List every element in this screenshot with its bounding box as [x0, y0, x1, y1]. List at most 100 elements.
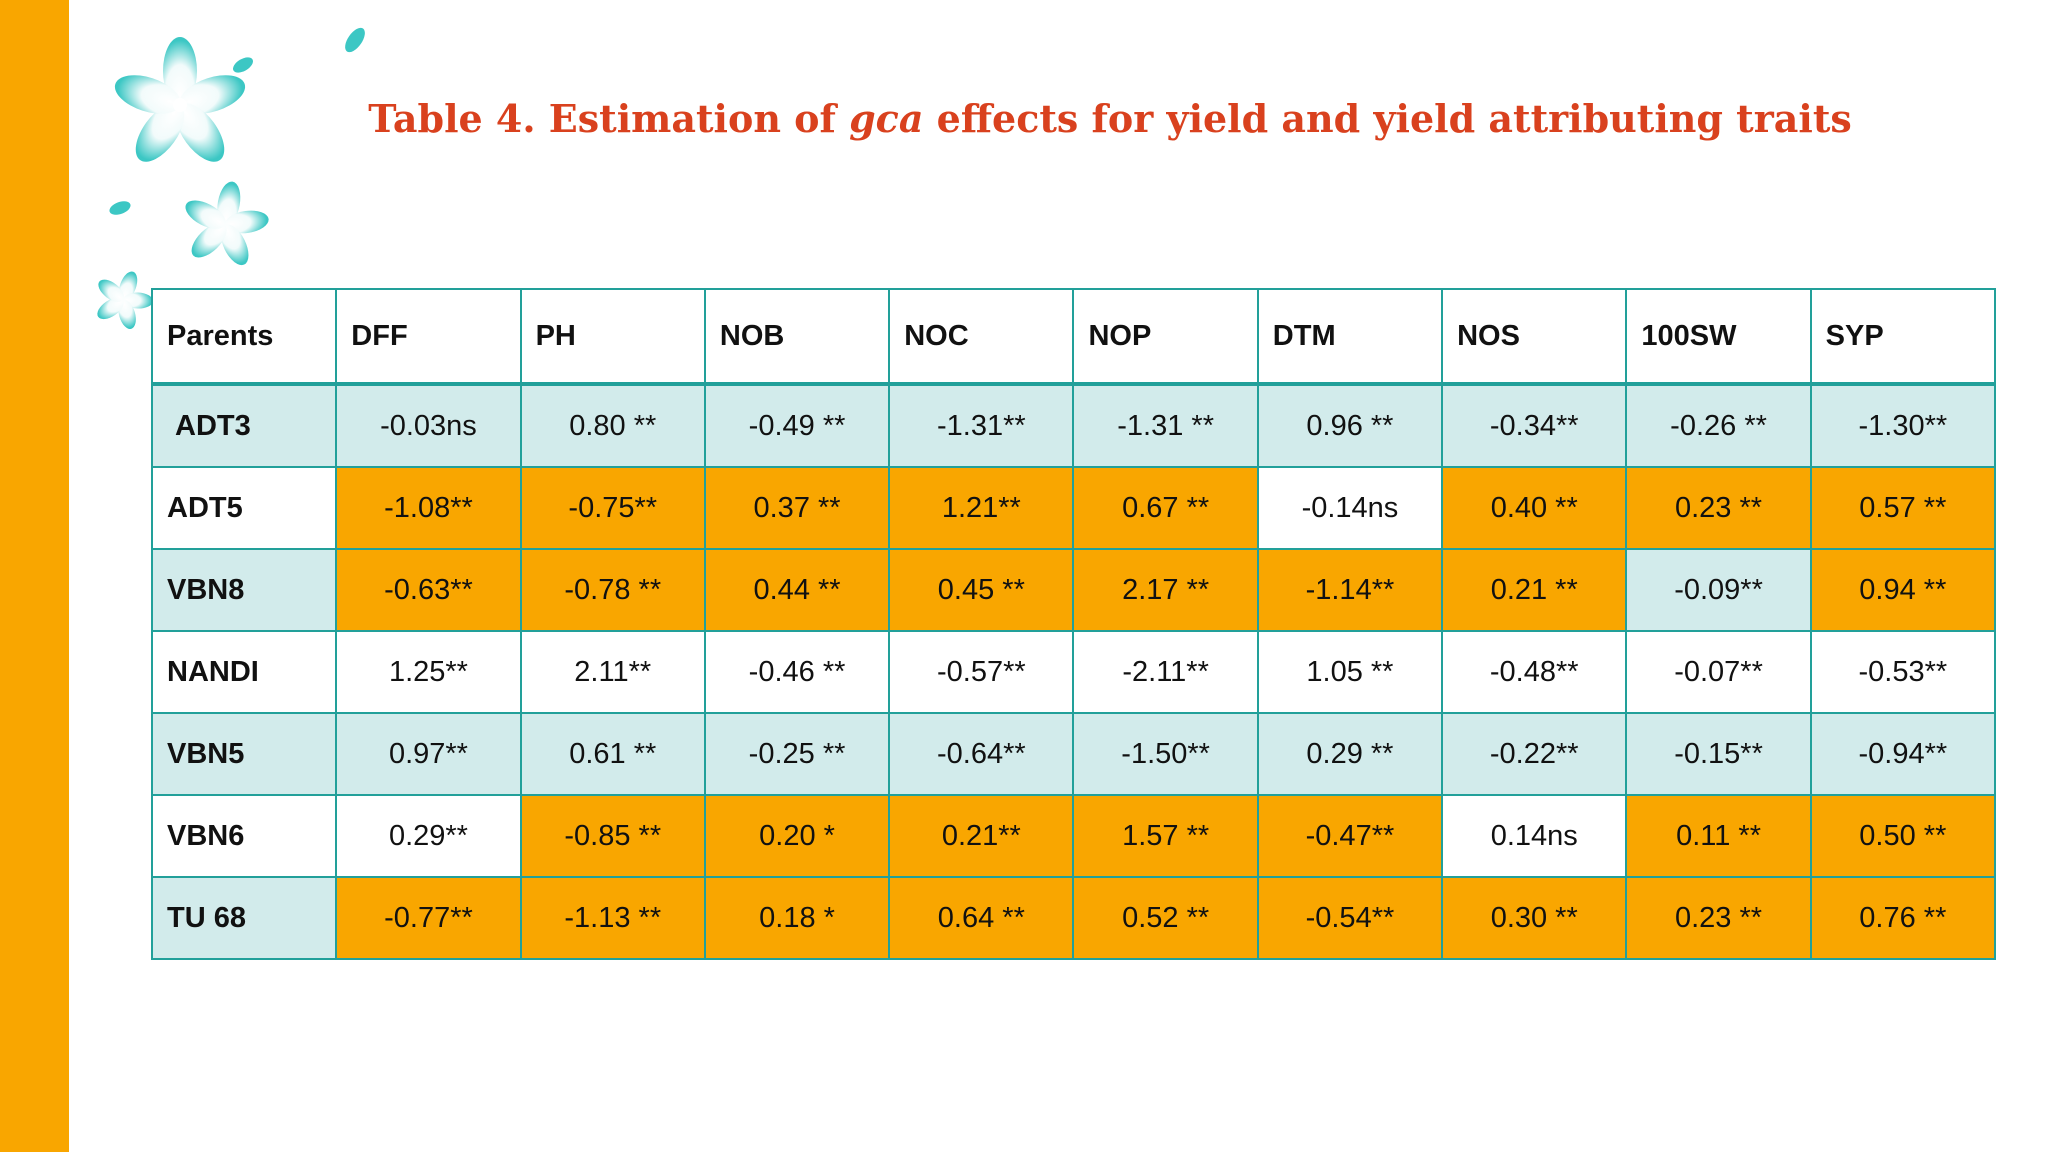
title-suffix: effects for yield and yield attributing …: [923, 96, 1852, 141]
table-cell: -1.31**: [888, 383, 1075, 468]
table-cell: 0.40 **: [1441, 466, 1628, 550]
table-cell: 0.14ns: [1441, 794, 1628, 878]
table-cell: 1.25**: [335, 630, 522, 714]
table-cell: -1.50**: [1072, 712, 1259, 796]
table-cell: 0.45 **: [888, 548, 1075, 632]
table-cell: 0.29**: [335, 794, 522, 878]
header-dff: DFF: [335, 288, 522, 386]
table-cell: 0.20 *: [703, 794, 891, 878]
table-cell: -0.63**: [335, 548, 522, 632]
petal-leaf: [233, 57, 253, 73]
table-cell: 0.94 **: [1809, 548, 1997, 632]
table-cell: -0.49 **: [703, 383, 891, 468]
table-cell: 0.97**: [335, 712, 522, 796]
row-parent-label: VBN8: [150, 548, 338, 632]
table-cell: -1.13 **: [519, 876, 706, 960]
header-syp: SYP: [1809, 288, 1997, 386]
table-cell: -0.53**: [1809, 630, 1997, 714]
table-cell: 0.80 **: [519, 383, 706, 468]
slide-title: Table 4. Estimation of gca effects for y…: [240, 96, 1980, 141]
table-cell: 0.21 **: [1441, 548, 1628, 632]
table-cell: -1.08**: [335, 466, 522, 550]
table-row: NANDI 1.25** 2.11** -0.46 ** -0.57** -2.11** 1…: [150, 630, 1997, 714]
header-noc: NOC: [888, 288, 1075, 386]
table-header-row: Parents DFF PH NOB NOC NOP DTM NOS 100SW…: [150, 288, 1997, 386]
table-cell: -2.11**: [1072, 630, 1259, 714]
row-parent-label: NANDI: [150, 630, 338, 714]
table-cell: 0.52 **: [1072, 876, 1259, 960]
row-parent-label: ADT3: [150, 383, 338, 468]
table-cell: 0.61 **: [519, 712, 706, 796]
row-parent-label: VBN6: [150, 794, 338, 878]
flower-large: [114, 37, 246, 162]
petal-leaf: [109, 201, 131, 215]
table-cell: -0.46 **: [703, 630, 891, 714]
flower-decoration: [97, 27, 365, 330]
table-row: VBN6 0.29** -0.85 ** 0.20 * 0.21** 1.57 ** -0.…: [150, 794, 1997, 878]
header-nob: NOB: [703, 288, 891, 386]
table-cell: -0.78 **: [519, 548, 706, 632]
table-cell: -0.48**: [1441, 630, 1628, 714]
table-cell: 0.29 **: [1256, 712, 1444, 796]
table-cell: -0.14ns: [1256, 466, 1444, 550]
table-cell: 0.57 **: [1809, 466, 1997, 550]
gca-effects-table: Parents DFF PH NOB NOC NOP DTM NOS 100SW…: [150, 288, 1997, 960]
header-nos: NOS: [1441, 288, 1628, 386]
table-cell: 2.11**: [519, 630, 706, 714]
table-row: TU 68 -0.77** -1.13 ** 0.18 * 0.64 ** 0.52 **…: [150, 876, 1997, 960]
header-parents: Parents: [150, 288, 338, 386]
side-accent-bar: [0, 0, 69, 1152]
table-cell: -0.47**: [1256, 794, 1444, 878]
table-cell: 0.76 **: [1809, 876, 1997, 960]
table-cell: -1.14**: [1256, 548, 1444, 632]
header-nop: NOP: [1072, 288, 1259, 386]
table-cell: 0.23 **: [1625, 876, 1812, 960]
table-cell: 1.21**: [888, 466, 1075, 550]
table-cell: 2.17 **: [1072, 548, 1259, 632]
table-cell: 0.21**: [888, 794, 1075, 878]
table-cell: -0.57**: [888, 630, 1075, 714]
table-cell: 1.57 **: [1072, 794, 1259, 878]
table-cell: -0.85 **: [519, 794, 706, 878]
table-cell: 0.18 *: [703, 876, 891, 960]
row-parent-label: VBN5: [150, 712, 338, 796]
table-cell: -1.30**: [1809, 383, 1997, 468]
table-cell: -0.94**: [1809, 712, 1997, 796]
table-cell: -0.09**: [1625, 548, 1812, 632]
flower-small: [97, 271, 153, 330]
table-cell: 0.11 **: [1625, 794, 1812, 878]
table-cell: -0.54**: [1256, 876, 1444, 960]
header-ph: PH: [519, 288, 706, 386]
table-cell: 1.05 **: [1256, 630, 1444, 714]
table-cell: -0.25 **: [703, 712, 891, 796]
table-cell: -1.31 **: [1072, 383, 1259, 468]
table-row: VBN5 0.97** 0.61 ** -0.25 ** -0.64** -1.50** 0…: [150, 712, 1997, 796]
table-cell: -0.07**: [1625, 630, 1812, 714]
table-cell: -0.22**: [1441, 712, 1628, 796]
row-parent-label: ADT5: [150, 466, 338, 550]
flower-medium: [185, 181, 269, 266]
table-cell: 0.96 **: [1256, 383, 1444, 468]
table-cell: 0.44 **: [703, 548, 891, 632]
table-cell: -0.03ns: [335, 383, 522, 468]
row-parent-label: TU 68: [150, 876, 338, 960]
table-row: ADT5 -1.08** -0.75** 0.37 ** 1.21** 0.67 ** -0…: [150, 466, 1997, 550]
table-cell: 0.37 **: [703, 466, 891, 550]
table-cell: 0.67 **: [1072, 466, 1259, 550]
header-100sw: 100SW: [1625, 288, 1812, 386]
table-cell: 0.64 **: [888, 876, 1075, 960]
table-cell: 0.50 **: [1809, 794, 1997, 878]
title-prefix: Table 4. Estimation of: [368, 96, 850, 141]
table-cell: -0.26 **: [1625, 383, 1812, 468]
table-cell: 0.23 **: [1625, 466, 1812, 550]
table-row: VBN8 -0.63** -0.78 ** 0.44 ** 0.45 ** 2.17 **…: [150, 548, 1997, 632]
title-emphasis: gca: [849, 96, 924, 141]
table-cell: -0.77**: [335, 876, 522, 960]
petal-leaf: [345, 27, 365, 53]
header-dtm: DTM: [1256, 288, 1444, 386]
table-cell: -0.75**: [519, 466, 706, 550]
table-cell: -0.64**: [888, 712, 1075, 796]
table-cell: 0.30 **: [1441, 876, 1628, 960]
table-row: ADT3 -0.03ns 0.80 ** -0.49 ** -1.31** -1.31 *…: [150, 383, 1997, 468]
table-cell: -0.34**: [1441, 383, 1628, 468]
